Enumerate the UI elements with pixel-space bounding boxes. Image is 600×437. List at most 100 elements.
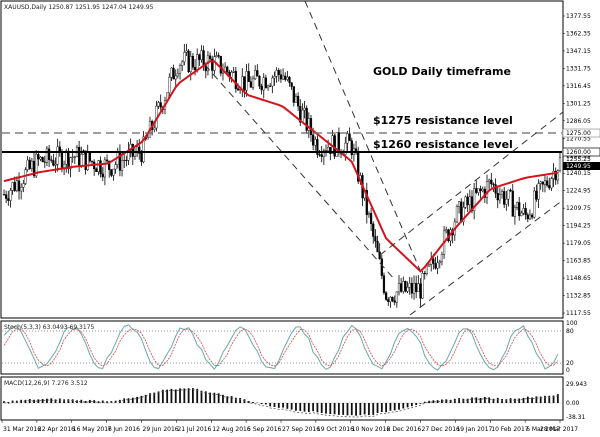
- candle-body: [406, 286, 409, 292]
- macd-bar: [127, 398, 130, 403]
- macd-bar: [273, 403, 276, 408]
- price-tick-label: 1240.15: [566, 170, 591, 177]
- candle-body: [37, 154, 40, 160]
- candle-body: [174, 75, 177, 80]
- candle-body: [108, 160, 111, 170]
- candle-body: [318, 154, 321, 156]
- macd-bar: [226, 396, 229, 403]
- candle-body: [157, 102, 160, 107]
- candle-body: [15, 180, 18, 191]
- candle-body: [400, 283, 403, 292]
- candle-body: [537, 183, 540, 200]
- candle-body: [208, 55, 212, 60]
- candle-body: [299, 105, 302, 123]
- candle-body: [217, 55, 220, 57]
- stoch-main-line: [3, 324, 559, 371]
- candle-body: [376, 240, 379, 253]
- candle-body: [412, 283, 416, 294]
- candle-body: [69, 157, 72, 169]
- macd-bar: [46, 398, 48, 403]
- candle-body: [176, 73, 179, 77]
- candle-body: [146, 137, 149, 140]
- candle-body: [125, 159, 128, 161]
- candle-body: [249, 81, 252, 88]
- macd-bar: [453, 398, 456, 403]
- macd-bar: [264, 403, 267, 405]
- time-tick-label: 19 Oct 2016: [317, 426, 354, 433]
- candle-body: [303, 107, 306, 111]
- macd-bar: [295, 403, 297, 411]
- candle-body: [348, 133, 351, 141]
- macd-bar: [123, 398, 126, 403]
- candle-body: [275, 70, 278, 77]
- candle-body: [170, 67, 173, 78]
- macd-bar: [179, 388, 181, 403]
- candle-body: [200, 50, 203, 60]
- macd-bar: [303, 403, 306, 412]
- candle-body: [219, 56, 222, 74]
- macd-bar: [428, 400, 430, 403]
- candle-body: [539, 181, 542, 184]
- price-tick-label: 1117.55: [566, 310, 591, 317]
- macd-bar: [432, 400, 435, 403]
- price-tick-label: 1331.75: [566, 65, 591, 72]
- price-tick-label: 1316.45: [566, 83, 591, 90]
- candle-body: [558, 157, 562, 171]
- candle-body: [288, 76, 291, 83]
- stoch-panel[interactable]: [0, 320, 564, 375]
- macd-bar: [389, 403, 392, 411]
- candle-body: [417, 283, 420, 292]
- candle-body: [168, 77, 171, 94]
- candle-body: [530, 214, 534, 218]
- candle-body: [26, 159, 29, 170]
- macd-panel[interactable]: [0, 376, 564, 421]
- candle-body: [88, 151, 91, 162]
- channel-upper-line[interactable]: [379, 111, 564, 256]
- candle-body: [327, 146, 330, 152]
- main-panel[interactable]: [0, 0, 564, 319]
- time-tick-label: 27 Sep 2016: [282, 426, 320, 433]
- level-1275-label: 1275.00: [566, 130, 591, 137]
- macd-header: MACD(12,26,9) 7.276 3.512: [4, 380, 88, 387]
- macd-bar: [518, 398, 521, 403]
- macd-bar: [3, 401, 5, 403]
- macd-bar: [161, 389, 164, 403]
- candle-body: [419, 283, 422, 299]
- macd-bar: [131, 397, 134, 403]
- macd-bar: [475, 397, 478, 403]
- price-tick-label: 1286.05: [566, 118, 591, 125]
- macd-tick-label: 0.00: [566, 400, 580, 407]
- candle-body: [546, 180, 549, 186]
- macd-bar: [415, 403, 418, 406]
- price-axis[interactable]: 1377.55 1362.35 1347.15 1331.75 1316.45 1301.…: [563, 13, 591, 317]
- candle-body: [101, 173, 104, 178]
- macd-bar: [93, 400, 96, 403]
- candle-body: [266, 85, 270, 89]
- candle-body: [488, 179, 491, 182]
- price-tick-label: 1132.85: [566, 293, 591, 300]
- macd-bar: [37, 399, 40, 403]
- macd-bar: [192, 388, 194, 403]
- channel-lower-line[interactable]: [409, 199, 564, 316]
- price-tick-label: 1179.05: [566, 240, 591, 247]
- price-tick-label: 1194.25: [566, 223, 591, 230]
- candle-body: [505, 198, 508, 205]
- candle-body: [466, 196, 469, 206]
- macd-bar: [423, 401, 426, 403]
- macd-bar: [41, 398, 44, 403]
- main-header: XAUUSD,Daily 1250.87 1251.95 1247.04 124…: [4, 4, 154, 11]
- candle-body: [524, 208, 527, 216]
- trendline-down-upper[interactable]: [304, 0, 421, 271]
- candle-body: [460, 201, 463, 222]
- price-tick-label: 1163.85: [566, 258, 591, 265]
- candle-body: [436, 262, 439, 269]
- candle-body: [41, 157, 44, 163]
- macd-bar: [419, 403, 422, 404]
- candle-body: [393, 300, 396, 303]
- candle-body: [468, 196, 471, 206]
- macd-bar: [299, 403, 302, 411]
- candle-body: [387, 299, 390, 302]
- candle-body: [112, 168, 115, 176]
